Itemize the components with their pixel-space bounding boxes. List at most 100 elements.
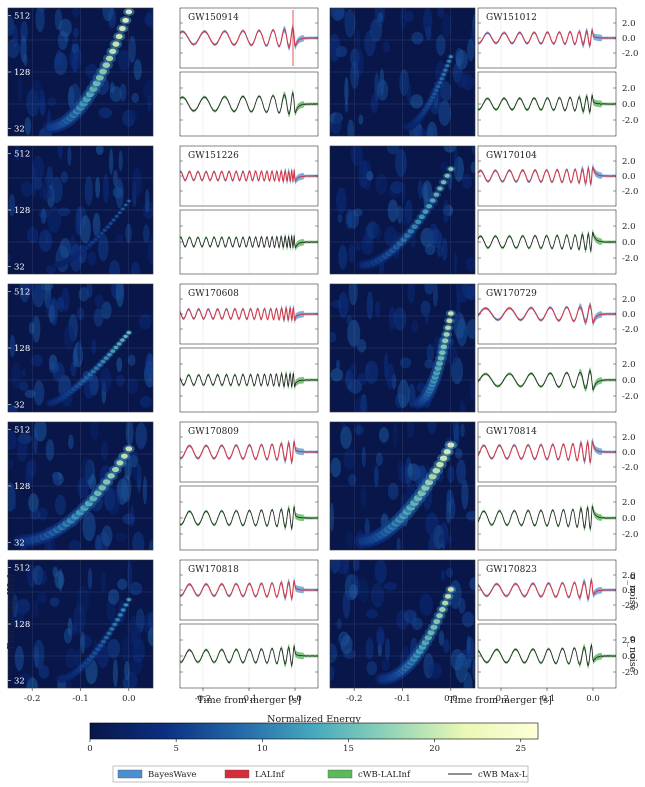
colorbar-tick-label: 25 [515,744,526,754]
chirp-core [112,622,118,627]
event-name: GW151012 [486,13,537,23]
noise-blob [361,446,366,468]
chirp-core [102,228,107,232]
lalinf-band [478,578,616,600]
chirp-core [121,608,126,612]
chirp-core [437,186,443,191]
noise-blob [330,642,338,664]
chirp-core [443,68,448,72]
event-name: GW170814 [486,427,537,437]
chirp-core [107,352,112,357]
noise-blob [330,33,341,62]
noise-blob [32,79,42,97]
amp-tick-label: 2.0 [622,84,636,94]
noise-blob [336,618,342,630]
noise-blob [444,345,459,365]
noise-blob [456,318,468,347]
noise-blob [393,307,407,331]
noise-blob [365,637,374,660]
noise-blob [344,9,356,38]
noise-blob [358,114,364,125]
waveform-top [179,7,319,69]
time-tick-label: -0.2 [493,694,509,704]
amp-tick-label: -2.0 [622,254,638,264]
cwb-maxl-line [478,505,616,530]
noise-blob [8,458,14,470]
noise-blob [466,319,475,340]
noise-blob [454,448,463,459]
noise-blob [102,173,109,203]
noise-blob [443,639,450,654]
amp-tick-label: 2.0 [622,19,636,29]
noise-blob [67,146,72,166]
noise-blob [24,389,36,398]
noise-blob [348,363,357,383]
noise-blob [364,30,376,57]
noise-blob [12,501,17,510]
noise-blob [330,457,342,478]
noise-blob [108,260,121,274]
freq-tick-label: 128 [14,206,30,216]
frequency-axis-label: Frequency [Hz] [6,574,17,649]
noise-blob [350,61,359,89]
noise-blob [377,12,384,23]
chirp-core [439,350,446,356]
chirp-core [106,631,112,636]
chirp-core [437,80,443,85]
noise-blob [21,368,26,378]
noise-blob [384,638,390,661]
noise-blob [455,49,468,70]
noise-blob [9,334,16,358]
noise-blob [440,81,452,102]
noise-blob [335,359,341,370]
noise-blob [424,284,434,295]
noise-blob [424,359,434,369]
noise-blob [43,175,49,202]
amp-tick-label: 0.0 [622,586,636,596]
noise-blob [29,284,41,298]
chirp-core [108,222,113,225]
chirp-core [110,349,116,353]
noise-blob [459,400,466,412]
noise-blob [348,284,358,306]
noise-blob [112,170,118,187]
noise-blob [33,380,45,406]
legend-label: BayesWave [148,770,196,780]
noise-blob [38,665,50,679]
noise-blob [126,377,139,395]
noise-blob [451,357,464,385]
noise-blob [456,71,468,88]
noise-blob [61,287,70,312]
noise-blob [115,284,125,308]
chirp-core [447,59,451,63]
chirp-core [120,453,128,459]
noise-blob [37,592,47,604]
amp-tick-label: 0.0 [622,310,636,320]
spectrogram [329,421,476,551]
noise-blob [420,300,431,316]
noise-blob [72,27,79,38]
time-tick-label: -0.2 [346,694,362,704]
noise-blob [360,485,367,509]
freq-tick-label: 512 [14,426,30,436]
noise-blob [407,463,413,477]
chirp-core [109,48,117,55]
noise-blob [39,89,45,116]
chirp-core [443,332,450,337]
noise-blob [354,29,361,51]
waveform-top [179,283,319,345]
noise-blob [469,379,475,401]
noise-blob [106,488,120,516]
noise-blob [143,224,150,244]
noise-blob [121,474,132,503]
noise-blob [389,204,395,217]
noise-blob [90,422,99,442]
noise-blob [94,294,104,308]
cwb-maxl-line [180,506,318,530]
noise-blob [50,176,63,204]
chirp-core [429,198,436,203]
time-axis-label-right: Time from merger [s] [448,695,552,706]
legend-label: cWB-LALInf [358,770,411,780]
noise-blob [422,8,433,35]
amp-tick-label: 2.0 [622,433,636,443]
